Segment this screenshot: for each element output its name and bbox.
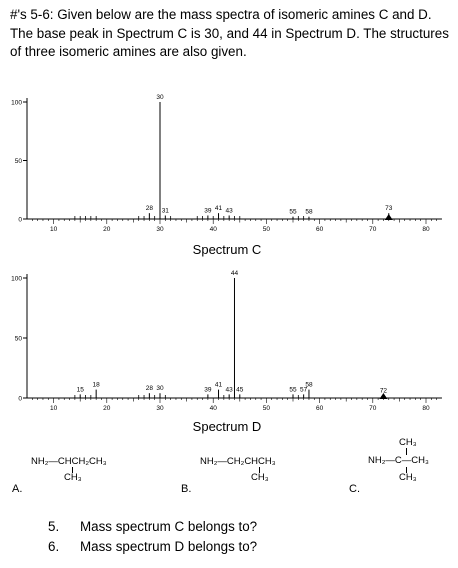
spectrum-d-y-tick-label: 0 <box>18 396 22 403</box>
spectrum-d-x-tick-label: 50 <box>263 405 271 412</box>
structure-a-sub: CH₃ <box>64 472 82 483</box>
spectrum-d-x-tick-label: 40 <box>210 405 218 412</box>
spectrum-c-peak-label-30: 30 <box>156 94 164 101</box>
structure-c-top: CH₃ <box>399 437 417 448</box>
spectrum-c-x-tick-label: 60 <box>316 226 324 233</box>
spectrum-d-y-tick-label: 100 <box>11 276 22 283</box>
spectrum-d-peak-label-43: 43 <box>226 386 234 393</box>
spectrum-c-x-tick-label: 70 <box>369 226 377 233</box>
spectrum-c-y-tick-label: 100 <box>11 100 22 107</box>
spectrum-c-x-tick-label: 30 <box>156 226 164 233</box>
spectrum-d-caption: Spectrum D <box>193 419 262 434</box>
spectrum-d-peak-label-39: 39 <box>204 386 212 393</box>
structure-c-letter: C. <box>349 483 360 495</box>
structure-b-letter: B. <box>181 483 192 495</box>
spectrum-c-peak-label-55: 55 <box>289 209 297 216</box>
problem-intro: #'s 5-6: Given below are the mass spectr… <box>10 7 449 59</box>
spectrum-d-peak-label-57: 57 <box>300 386 308 393</box>
spectrum-c-peak-label-39: 39 <box>204 207 212 214</box>
spectrum-d-peak-label-18: 18 <box>93 382 101 389</box>
spectrum-d-molecular-ion-marker <box>379 393 388 399</box>
spectrum-c-x-tick-label: 10 <box>50 226 58 233</box>
spectrum-c-y-tick-label: 0 <box>18 217 22 224</box>
spectrum-d-peak-label-58: 58 <box>305 382 313 389</box>
spectrum-d-y-tick-label: 50 <box>15 336 23 343</box>
spectrum-d-x-tick-label: 20 <box>103 405 111 412</box>
structure-c-sub: CH₃ <box>399 472 417 483</box>
question-6: 6. Mass spectrum D belongs to? <box>48 539 257 554</box>
spectrum-d-x-tick-label: 70 <box>369 405 377 412</box>
spectrum-d-peak-label-44: 44 <box>231 270 239 277</box>
spectrum-c-peak-label-58: 58 <box>305 209 313 216</box>
structure-b-sub: CH₃ <box>251 472 269 483</box>
spectrum-d-x-tick-label: 10 <box>50 405 58 412</box>
spectrum-c-x-tick-label: 20 <box>103 226 111 233</box>
spectrum-d-peak-label-55: 55 <box>289 386 297 393</box>
spectrum-c-x-tick-label: 50 <box>263 226 271 233</box>
spectrum-d-x-tick-label: 60 <box>316 405 324 412</box>
spectrum-d-peak-label-72: 72 <box>380 388 388 395</box>
structure-b: NH₂—CH₂CHCH₃ CH₃ <box>200 456 276 483</box>
structure-a-main: NH₂—CHCH₂CH₃ <box>31 456 107 467</box>
question-5-number: 5. <box>48 519 60 534</box>
spectrum-c-peak-label-28: 28 <box>146 205 154 212</box>
spectrum-c-peak-label-41: 41 <box>215 205 223 212</box>
spectrum-d-peak-label-30: 30 <box>156 385 164 392</box>
spectrum-d-x-tick-label: 30 <box>156 405 164 412</box>
spectrum-c-peak-label-43: 43 <box>226 207 234 214</box>
spectrum-d-peak-label-41: 41 <box>215 382 223 389</box>
question-6-number: 6. <box>48 539 60 554</box>
spectrum-d-peak-label-28: 28 <box>146 385 154 392</box>
spectrum-c-peak-label-31: 31 <box>162 207 170 214</box>
spectrum-c-molecular-ion-marker <box>384 214 393 220</box>
structure-c-bond-bottom <box>406 467 407 473</box>
spectrum-d-peak-label-15: 15 <box>77 386 85 393</box>
spectrum-c-x-tick-label: 80 <box>422 226 430 233</box>
spectrum-c-peak-label-73: 73 <box>385 205 393 212</box>
structure-c-main: NH₂—C—CH₃ <box>368 455 429 466</box>
structure-c-bond-top <box>406 448 407 455</box>
structure-b-main: NH₂—CH₂CHCH₃ <box>200 456 276 467</box>
spectrum-d-peak-label-45: 45 <box>236 386 244 393</box>
spectrum-c-caption: Spectrum C <box>193 242 262 257</box>
question-5: 5. Mass spectrum C belongs to? <box>48 519 257 534</box>
structure-a-letter: A. <box>12 483 23 495</box>
question-5-text: Mass spectrum C belongs to? <box>80 519 258 534</box>
spectrum-c-x-tick-label: 40 <box>210 226 218 233</box>
structure-b-bond <box>259 467 260 473</box>
spectrum-c-y-tick-label: 50 <box>15 158 23 165</box>
question-6-text: Mass spectrum D belongs to? <box>80 539 258 554</box>
structure-a-bond <box>72 467 73 473</box>
structure-a: NH₂—CHCH₂CH₃ CH₃ <box>31 456 107 483</box>
spectrum-d-x-tick-label: 80 <box>422 405 430 412</box>
